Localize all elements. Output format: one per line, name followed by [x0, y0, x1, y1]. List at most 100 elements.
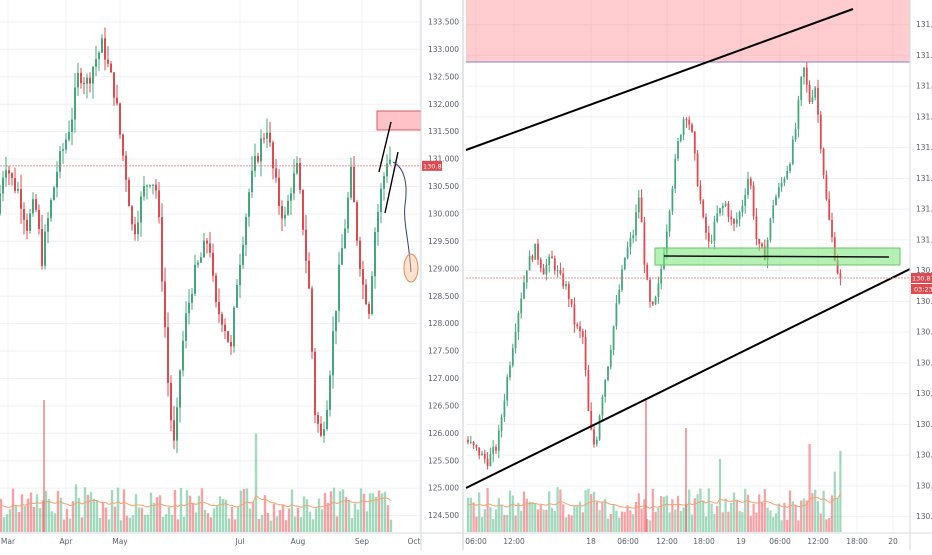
right-candle	[520, 298, 523, 314]
left-x-tick-label: Apr	[60, 537, 74, 546]
right-candle	[719, 208, 721, 214]
left-volume-bar	[35, 494, 39, 532]
left-volume-bar	[290, 489, 294, 532]
right-volume-bar	[696, 494, 699, 532]
left-trend-line-1	[378, 121, 392, 173]
right-candle	[612, 326, 615, 351]
left-candle	[278, 177, 280, 207]
right-y-tick-label: 131.500	[916, 82, 932, 91]
right-volume-bar	[735, 499, 738, 532]
right-volume-bar	[486, 487, 489, 532]
right-candle	[579, 326, 581, 332]
left-y-tick-label: 128.000	[428, 319, 459, 328]
right-candle	[819, 114, 822, 149]
right-volume-bar	[581, 512, 584, 532]
right-volume-bar	[528, 501, 531, 532]
left-candle	[308, 260, 310, 289]
right-volume-bar	[576, 506, 579, 532]
right-candle	[649, 279, 651, 302]
left-y-tick-label: 127.000	[428, 374, 459, 383]
right-volume-bar	[598, 510, 601, 532]
left-candle	[95, 59, 97, 67]
right-y-tick-label: 131.000	[916, 235, 932, 244]
right-volume-bar	[562, 504, 565, 532]
right-candle	[836, 260, 839, 274]
right-candle	[467, 439, 469, 443]
right-volume-bar	[693, 498, 696, 532]
right-volume-bar	[475, 516, 478, 532]
right-volume-bar	[578, 501, 582, 532]
left-volume-bar	[260, 514, 264, 532]
right-volume-bar	[816, 501, 820, 532]
right-candle	[537, 243, 539, 260]
right-candle	[811, 97, 814, 103]
right-candle	[604, 379, 607, 397]
right-volume-bar	[494, 509, 498, 532]
right-candle	[721, 205, 724, 209]
right-candle	[794, 129, 797, 140]
left-candle	[374, 232, 376, 277]
left-candle	[62, 149, 64, 151]
left-candle	[77, 72, 79, 88]
right-volume-bar	[716, 505, 719, 532]
left-candle	[326, 409, 328, 430]
upper-channel-line	[465, 8, 854, 151]
right-candle	[808, 84, 811, 103]
right-y-tick-label: 131.100	[916, 205, 932, 214]
left-candle	[20, 189, 22, 209]
left-candle	[116, 97, 118, 104]
right-volume-bar	[604, 498, 607, 532]
left-candle	[365, 284, 367, 305]
left-volume-bar	[47, 499, 51, 532]
right-volume-bar	[805, 500, 808, 532]
left-candle	[227, 331, 229, 342]
left-volume-bar	[386, 505, 390, 532]
left-volume-bar	[383, 491, 387, 532]
right-candle	[593, 429, 595, 445]
left-candle	[272, 142, 274, 169]
left-volume-bar	[377, 490, 381, 532]
right-candle	[576, 324, 579, 327]
left-candle	[53, 187, 55, 200]
right-volume-bar	[727, 511, 730, 532]
left-candle	[23, 208, 25, 220]
left-volume-bar	[2, 517, 6, 532]
left-volume-bar	[269, 520, 273, 532]
right-candle	[733, 219, 735, 224]
left-volume-bar	[389, 519, 393, 532]
left-volume-bar	[182, 516, 186, 532]
left-volume-bar	[143, 514, 147, 532]
right-volume-bar	[609, 513, 612, 532]
right-candle	[618, 289, 621, 304]
left-candle	[32, 199, 34, 214]
left-candle	[371, 276, 373, 314]
left-volume-bar	[149, 492, 153, 532]
left-volume-bar	[275, 516, 279, 532]
left-y-tick-label: 130.000	[428, 209, 459, 218]
left-candle	[161, 217, 163, 282]
right-volume-bar	[811, 493, 814, 532]
right-candle	[668, 211, 671, 232]
right-candle	[828, 199, 831, 220]
left-volume-bar	[218, 496, 222, 532]
left-volume-bar	[131, 515, 135, 532]
left-candle	[260, 138, 262, 162]
right-candle	[772, 205, 775, 219]
right-candle	[506, 377, 509, 401]
left-y-tick-label: 126.500	[428, 401, 459, 410]
left-volume-bar	[215, 506, 219, 532]
right-candle	[646, 264, 649, 280]
right-candle	[758, 238, 761, 244]
left-candle	[110, 63, 112, 73]
right-y-tick-label: 130.600	[916, 358, 932, 367]
right-volume-bar	[592, 491, 596, 532]
left-volume-bar	[5, 514, 9, 532]
right-candle	[735, 219, 738, 224]
left-candle	[359, 240, 361, 270]
right-y-tick-label: 131.200	[916, 174, 932, 183]
right-candle	[688, 119, 691, 125]
right-candle	[609, 350, 612, 367]
left-candle	[380, 188, 382, 212]
